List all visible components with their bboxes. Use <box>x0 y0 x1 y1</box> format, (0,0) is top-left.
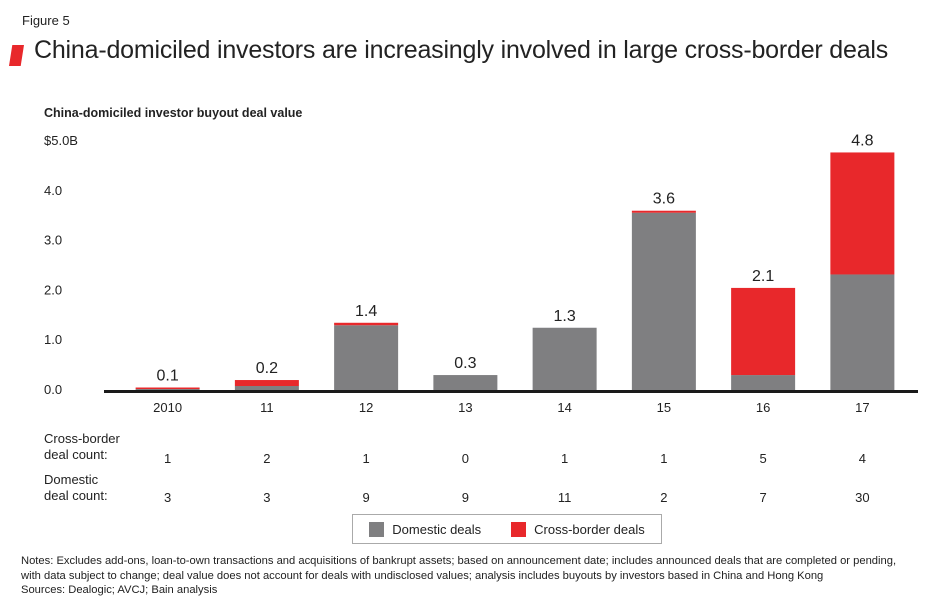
cross-border-count-value: 1 <box>164 451 172 466</box>
bar-domestic <box>334 325 399 390</box>
legend-item-cross-border: Cross-border deals <box>511 521 645 537</box>
y-tick-label: 2.0 <box>44 282 62 297</box>
domestic-count-value: 3 <box>263 490 271 505</box>
legend-swatch-cross-border <box>511 521 527 537</box>
cross-border-count-value: 4 <box>858 451 866 466</box>
bar-cross-border <box>334 322 399 326</box>
cross-border-count-value: 0 <box>461 451 469 466</box>
domestic-count-value: 11 <box>557 490 572 505</box>
domestic-count-value: 2 <box>660 490 668 505</box>
legend-swatch-domestic <box>369 521 385 537</box>
domestic-count-value: 9 <box>461 490 469 505</box>
sources-line: Sources: Dealogic; AVCJ; Bain analysis <box>21 584 218 596</box>
domestic-count-value: 9 <box>362 490 370 505</box>
title-marker <box>9 45 24 66</box>
bar-total-label: 4.8 <box>851 132 873 149</box>
x-tick-label: 11 <box>260 400 274 415</box>
legend-label-domestic: Domestic deals <box>392 521 482 537</box>
y-tick-label: 1.0 <box>44 332 62 347</box>
cross-border-count-value: 1 <box>362 451 370 466</box>
x-tick-label: 17 <box>855 400 869 415</box>
notes: Notes: Excludes add-ons, loan-to-own tra… <box>21 554 946 598</box>
cross-border-count-value: 2 <box>263 451 271 466</box>
chart-title: China-domiciled investors are increasing… <box>34 36 889 64</box>
bar-cross-border <box>234 380 299 387</box>
bar-domestic <box>731 375 796 390</box>
bar-cross-border <box>731 287 796 376</box>
x-tick-label: 14 <box>557 400 571 415</box>
domestic-count-value: 30 <box>855 490 870 505</box>
bar-total-label: 1.3 <box>554 308 576 325</box>
bar-domestic <box>830 274 895 390</box>
legend: Domestic deals Cross-border deals <box>352 514 662 544</box>
bar-total-label: 1.4 <box>355 303 377 320</box>
bar-domestic <box>433 375 498 390</box>
cross-border-count-value: 1 <box>660 451 668 466</box>
notes-line-2: with data subject to change; deal value … <box>21 569 824 582</box>
bar-cross-border <box>631 210 696 213</box>
bar-cross-border <box>135 387 200 390</box>
cross-border-count-value: 1 <box>561 451 569 466</box>
bar-domestic <box>234 386 299 390</box>
bar-domestic <box>532 327 597 390</box>
x-tick-label: 13 <box>458 400 472 415</box>
domestic-count-label: Domestic deal count: <box>44 472 108 503</box>
x-tick-label: 2010 <box>153 400 182 415</box>
notes-line-1: Notes: Excludes add-ons, loan-to-own tra… <box>21 555 897 567</box>
x-tick-label: 15 <box>657 400 671 415</box>
bar-total-label: 2.1 <box>752 268 774 285</box>
cross-border-count-value: 5 <box>759 451 767 466</box>
y-tick-label: $5.0B <box>44 133 78 148</box>
bar-total-label: 0.2 <box>256 360 278 377</box>
cross-border-count-label: Cross-border deal count: <box>44 431 120 462</box>
bar-total-label: 0.3 <box>454 355 476 372</box>
bar-cross-border <box>830 152 895 275</box>
y-tick-label: 0.0 <box>44 382 62 397</box>
bar-chart: 0.0 1.0 2.0 3.0 4.0 $5.0B 0.1 2010 0.2 11 1.4 12 0.3… <box>44 132 918 415</box>
figure-label: Figure 5 <box>22 13 70 28</box>
domestic-count-value: 7 <box>759 490 767 505</box>
y-tick-label: 3.0 <box>44 233 62 248</box>
chart-subtitle: China-domiciled investor buyout deal val… <box>44 106 303 120</box>
bar-domestic <box>631 212 696 390</box>
bar-domestic <box>135 389 200 390</box>
domestic-count-value: 3 <box>164 490 172 505</box>
x-tick-label: 16 <box>756 400 770 415</box>
x-tick-label: 12 <box>359 400 373 415</box>
bar-total-label: 3.6 <box>653 191 675 208</box>
y-tick-label: 4.0 <box>44 183 62 198</box>
legend-label-cross-border: Cross-border deals <box>534 521 645 537</box>
bar-total-label: 0.1 <box>157 368 179 385</box>
legend-item-domestic: Domestic deals <box>369 521 482 537</box>
